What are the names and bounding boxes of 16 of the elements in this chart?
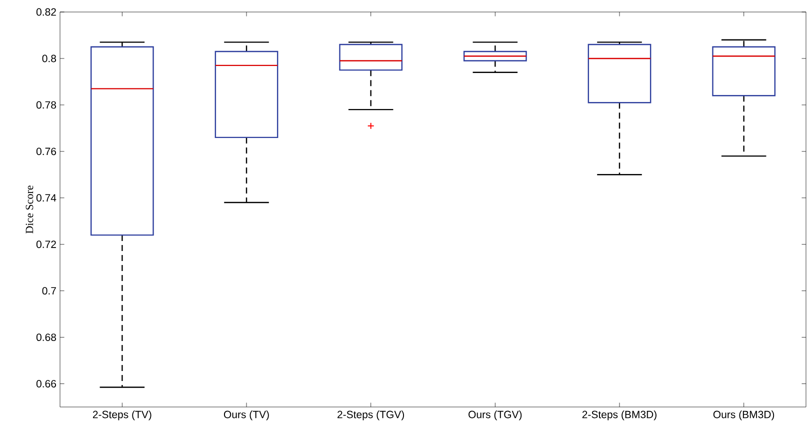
x-tick-label: Ours (TGV) xyxy=(468,410,522,420)
x-tick-label: Ours (BM3D) xyxy=(713,410,774,420)
y-tick-label: 0.68 xyxy=(36,334,56,342)
y-tick-label: 0.7 xyxy=(42,287,56,295)
y-axis-title: Dice Score xyxy=(26,186,34,234)
y-tick-label: 0.74 xyxy=(36,194,56,202)
y-tick-label: 0.72 xyxy=(36,240,56,248)
x-tick-label: 2-Steps (BM3D) xyxy=(582,410,656,420)
y-tick-label: 0.76 xyxy=(36,148,56,156)
x-tick-label: 2-Steps (TGV) xyxy=(338,410,404,420)
y-tick-label: 0.66 xyxy=(36,380,56,388)
y-tick-label: 0.8 xyxy=(42,54,56,62)
y-tick-label: 0.78 xyxy=(36,101,56,109)
x-tick-label: Ours (TV) xyxy=(224,410,269,420)
x-tick-label: 2-Steps (TV) xyxy=(92,410,152,420)
y-tick-label: 0.82 xyxy=(36,8,56,16)
